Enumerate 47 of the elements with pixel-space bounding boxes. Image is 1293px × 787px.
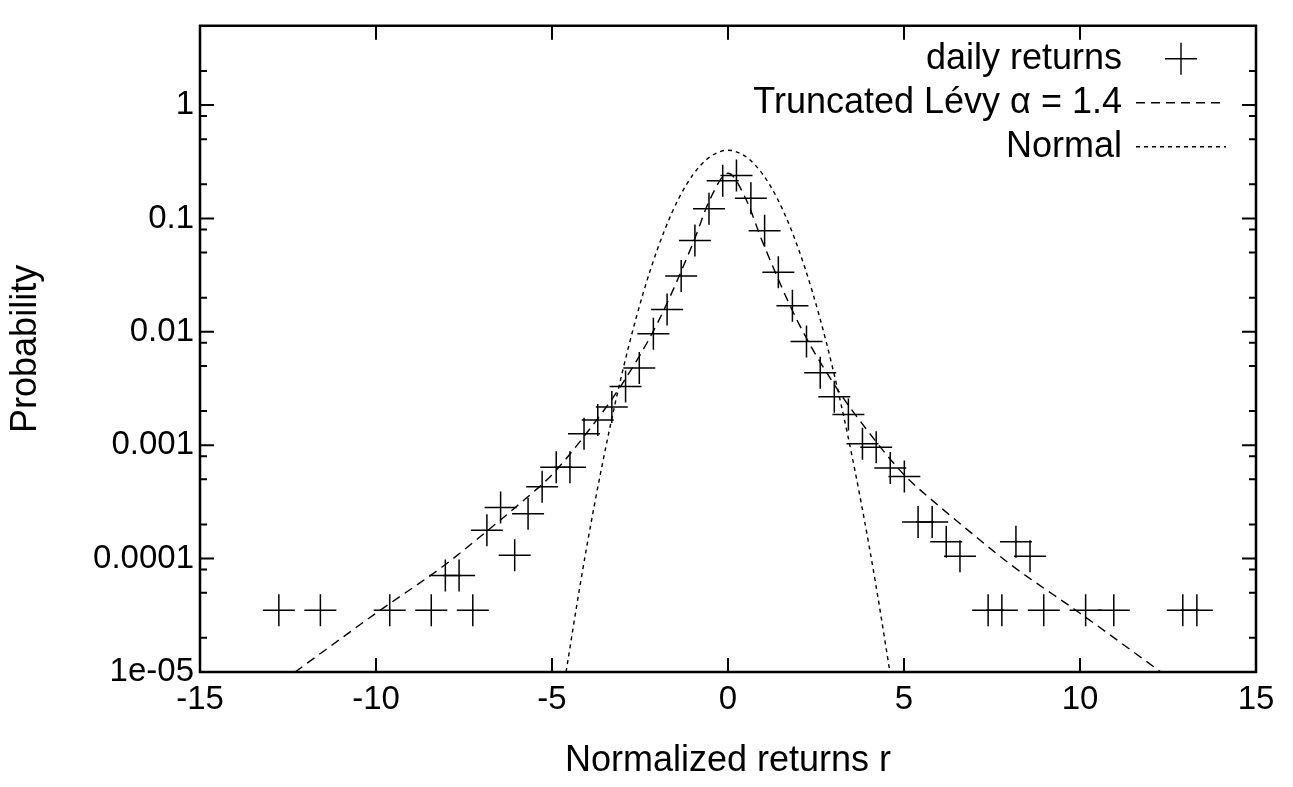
x-tick-label: 5 xyxy=(894,678,914,716)
point xyxy=(706,164,739,197)
point xyxy=(665,260,698,293)
point xyxy=(623,351,656,384)
point xyxy=(930,525,963,558)
point xyxy=(692,192,725,225)
y-tick-label: 1 xyxy=(175,84,194,122)
point xyxy=(999,525,1032,558)
y-tick-label: 0.01 xyxy=(129,310,194,348)
point xyxy=(568,417,601,450)
point xyxy=(1014,540,1047,573)
x-tick-label: -5 xyxy=(537,678,567,716)
x-tick-label: -10 xyxy=(352,678,400,716)
point xyxy=(943,540,976,573)
point xyxy=(262,594,295,627)
x-axis-title: Normalized returns r xyxy=(564,738,892,780)
point xyxy=(553,451,586,484)
point xyxy=(651,293,684,326)
point xyxy=(1097,594,1130,627)
y-axis-title: Probability xyxy=(2,264,44,433)
point xyxy=(678,224,711,257)
point xyxy=(1180,594,1213,627)
point xyxy=(916,506,949,539)
x-tick-label: 15 xyxy=(1237,678,1275,716)
point xyxy=(595,391,628,424)
point xyxy=(846,427,879,460)
point xyxy=(860,431,893,464)
y-tick-label: 0.0001 xyxy=(93,537,194,575)
point xyxy=(874,451,907,484)
legend-label: daily returns xyxy=(925,35,1122,77)
y-tick-label: 0.1 xyxy=(148,197,194,235)
legend-label: Normal xyxy=(1005,123,1122,165)
y-tick-label: 0.001 xyxy=(111,424,194,462)
legend-label: Truncated Lévy α = 1.4 xyxy=(753,79,1122,121)
x-tick-label: 0 xyxy=(718,678,738,716)
point xyxy=(734,182,767,215)
point xyxy=(762,256,795,289)
x-tick-label: 10 xyxy=(1061,678,1099,716)
point xyxy=(985,594,1018,627)
point xyxy=(804,356,837,389)
point xyxy=(470,514,503,547)
point xyxy=(443,559,476,592)
point xyxy=(512,497,545,530)
point xyxy=(581,403,614,436)
point xyxy=(526,470,559,503)
point xyxy=(456,594,489,627)
point xyxy=(637,317,670,350)
